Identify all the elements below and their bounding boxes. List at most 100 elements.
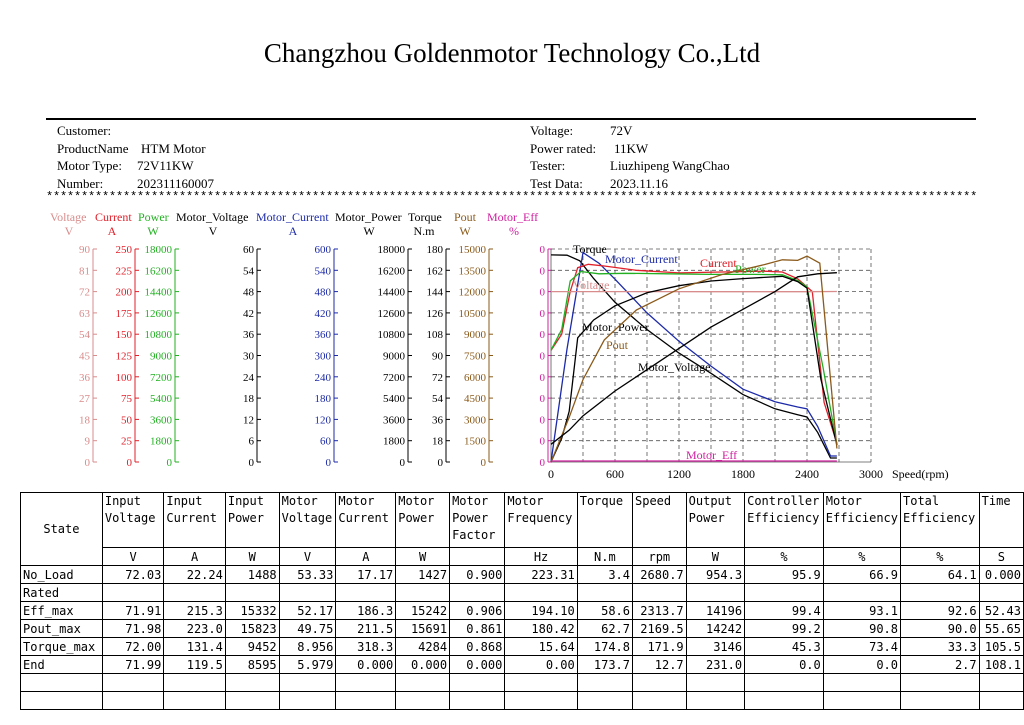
value-cell bbox=[278, 673, 337, 692]
y-tick-label: 0 bbox=[540, 244, 546, 256]
y-tick-label: 30 bbox=[243, 351, 255, 363]
value-cell: 66.9 bbox=[822, 565, 902, 584]
value-cell: 0.861 bbox=[449, 619, 506, 638]
unit-motor-eff: % bbox=[509, 224, 519, 238]
tester-label: Tester: bbox=[530, 158, 566, 173]
header-cell: Motor Power bbox=[395, 492, 451, 548]
value-cell: 954.3 bbox=[685, 565, 746, 584]
y-tick-label: 0 bbox=[167, 457, 173, 469]
value-cell: 14196 bbox=[685, 601, 746, 620]
value-cell bbox=[685, 691, 746, 710]
y-tick-label: 15000 bbox=[459, 244, 487, 256]
legend-torque: Torque bbox=[408, 210, 442, 224]
table-header-row: State Input Voltage Input Current Input Power M… bbox=[20, 492, 1024, 566]
series-label-pout: Pout bbox=[606, 338, 629, 352]
y-tick-label: 81 bbox=[79, 265, 90, 277]
state-cell bbox=[20, 673, 103, 692]
y-tick-label: 0 bbox=[540, 308, 546, 320]
y-tick-label: 9 bbox=[85, 436, 91, 448]
value-cell bbox=[395, 583, 451, 602]
value-cell bbox=[449, 583, 506, 602]
unit-cell: S bbox=[978, 547, 1024, 566]
value-cell: 1427 bbox=[395, 565, 451, 584]
y-tick-label: 18 bbox=[432, 436, 444, 448]
value-cell: 72.00 bbox=[101, 637, 165, 656]
company-title: Changzhou Goldenmotor Technology Co.,Ltd bbox=[263, 38, 761, 68]
x-tick-label: 0 bbox=[548, 467, 554, 481]
series-motor-power bbox=[550, 275, 838, 463]
tester-value: Liuzhipeng WangChao bbox=[610, 158, 730, 173]
series-label-torque: Torque bbox=[573, 242, 607, 256]
value-cell bbox=[163, 583, 226, 602]
unit-cell: N.m bbox=[576, 547, 634, 566]
y-tick-label: 0 bbox=[481, 457, 487, 469]
y-tick-label: 27 bbox=[79, 393, 91, 405]
value-cell: 3146 bbox=[685, 637, 746, 656]
y-tick-label: 12000 bbox=[459, 287, 487, 299]
y-tick-label: 12 bbox=[243, 414, 254, 426]
series-torque bbox=[550, 254, 837, 459]
value-cell: 64.1 bbox=[900, 565, 980, 584]
value-cell bbox=[101, 691, 165, 710]
header-line: Speed bbox=[635, 494, 672, 508]
state-cell: End bbox=[20, 655, 103, 674]
header-line: Current bbox=[338, 511, 389, 525]
value-cell: 223.31 bbox=[504, 565, 578, 584]
unit-torque: N.m bbox=[414, 224, 436, 238]
y-tick-label: 240 bbox=[315, 372, 332, 384]
unit-cell: rpm bbox=[632, 547, 687, 566]
header-line: Power bbox=[227, 511, 264, 525]
value-cell: 22.24 bbox=[163, 565, 226, 584]
y-tick-label: 300 bbox=[315, 351, 332, 363]
voltage-value: 72V bbox=[610, 123, 633, 138]
value-cell: 9452 bbox=[224, 637, 280, 656]
y-tick-label: 63 bbox=[79, 308, 91, 320]
table-row: Pout_max 71.98 223.0 15823 49.75 211.5 15691 0.… bbox=[20, 619, 1024, 638]
y-tick-label: 126 bbox=[427, 308, 444, 320]
value-cell bbox=[744, 583, 824, 602]
unit-power: W bbox=[147, 224, 159, 238]
unit-cell: % bbox=[744, 547, 824, 566]
y-tick-label: 6 bbox=[249, 436, 255, 448]
voltage-label: Voltage: bbox=[530, 123, 574, 138]
y-tick-label: 60 bbox=[243, 244, 255, 256]
header-line: Motor bbox=[281, 494, 318, 508]
unit-pout: W bbox=[459, 224, 471, 238]
value-cell: 0.00 bbox=[504, 655, 578, 674]
x-tick-label: 1200 bbox=[667, 467, 691, 481]
y-tick-label: 0 bbox=[249, 457, 255, 469]
value-cell: 99.2 bbox=[744, 619, 824, 638]
y-tick-label: 225 bbox=[116, 265, 133, 277]
value-cell bbox=[449, 673, 506, 692]
y-tick-label: 7200 bbox=[383, 372, 406, 384]
header-line: Motor bbox=[825, 494, 862, 508]
series-label-motor-power: Motor_Power bbox=[582, 320, 649, 334]
x-tick-label: 2400 bbox=[795, 467, 819, 481]
value-cell: 0.000 bbox=[449, 655, 506, 674]
value-cell bbox=[744, 673, 824, 692]
header-line: Voltage bbox=[104, 511, 156, 525]
state-cell: Pout_max bbox=[20, 619, 103, 638]
series-label-current: Current bbox=[700, 256, 737, 270]
unit-cell bbox=[449, 547, 506, 566]
value-cell: 0.0 bbox=[822, 655, 902, 674]
y-tick-label: 162 bbox=[427, 265, 444, 277]
y-tick-label: 10800 bbox=[378, 329, 406, 341]
header-line: Power bbox=[452, 511, 489, 525]
y-tick-label: 0 bbox=[540, 329, 546, 341]
unit-cell: V bbox=[278, 547, 337, 566]
value-cell bbox=[504, 673, 578, 692]
y-tick-label: 4500 bbox=[464, 393, 487, 405]
y-tick-label: 125 bbox=[116, 351, 133, 363]
legend-power: Power bbox=[138, 210, 169, 224]
value-cell: 71.99 bbox=[101, 655, 165, 674]
value-cell: 45.3 bbox=[744, 637, 824, 656]
y-tick-label: 90 bbox=[79, 244, 91, 256]
state-cell bbox=[20, 691, 103, 710]
table-row: No_Load 72.03 22.24 1488 53.33 17.17 1427 0.900… bbox=[20, 565, 1024, 584]
y-tick-label: 600 bbox=[315, 244, 332, 256]
tester-row: Tester: Liuzhipeng WangChao bbox=[530, 158, 730, 176]
value-cell bbox=[900, 691, 980, 710]
voltage-row: Voltage: 72V bbox=[530, 123, 632, 141]
header-line: Output bbox=[688, 494, 733, 508]
